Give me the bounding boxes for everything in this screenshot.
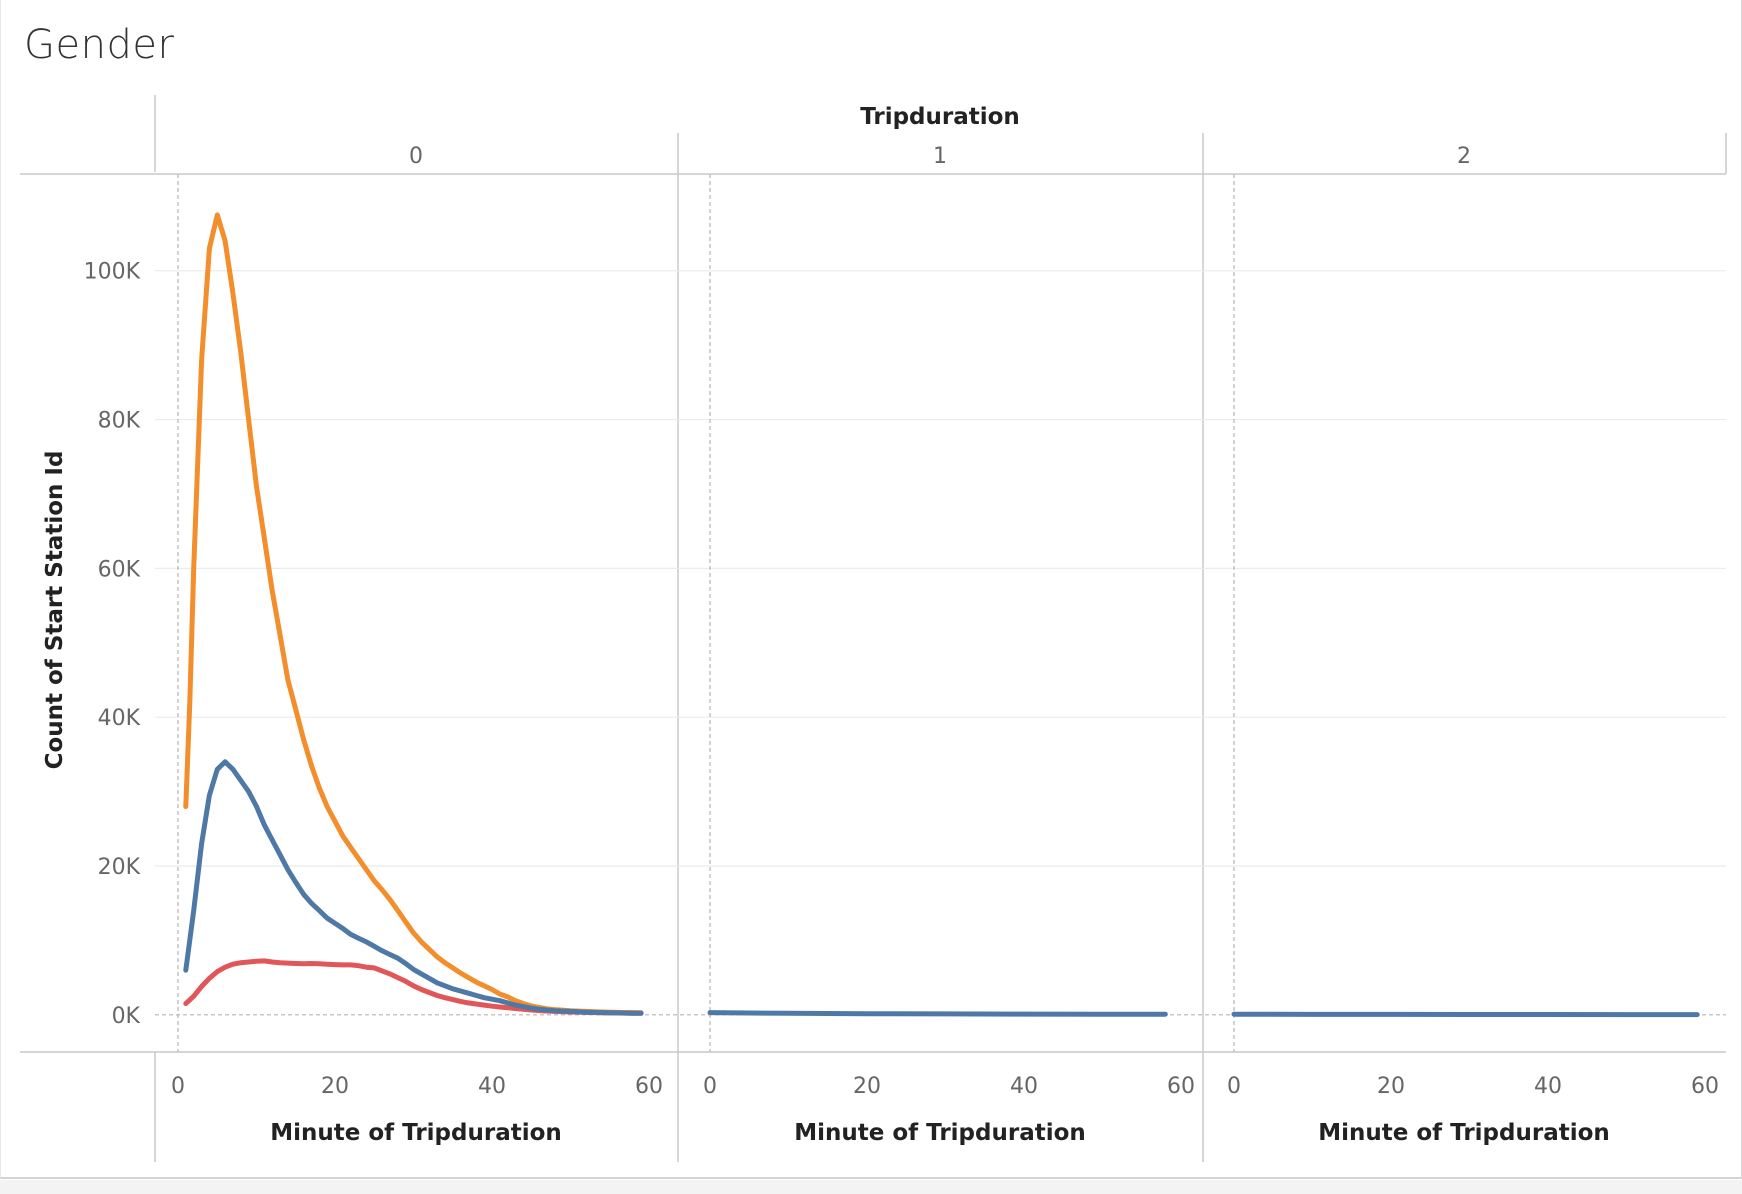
- series-layer: [183, 212, 1700, 1018]
- x-tick-label: 60: [635, 1074, 663, 1099]
- gridlines: [155, 270, 1726, 867]
- y-tick-labels: 0K 20K 40K 60K 80K 100K: [84, 260, 141, 1029]
- x-tick-label: 0: [171, 1074, 185, 1099]
- y-tick-label: 60K: [98, 557, 141, 582]
- x-tick-label: 60: [1691, 1074, 1719, 1099]
- series-line-1-panel-1: [707, 1010, 1168, 1017]
- y-tick-label: 80K: [98, 409, 141, 434]
- y-tick-label: 20K: [98, 855, 141, 880]
- x-tick-label: 20: [853, 1074, 881, 1099]
- y-tick-label: 0K: [112, 1004, 141, 1029]
- column-header: Tripduration: [860, 104, 1020, 130]
- x-axis-title-1: Minute of Tripduration: [794, 1120, 1086, 1146]
- footer-strip: [0, 1180, 1742, 1194]
- x-tick-label: 20: [321, 1074, 349, 1099]
- frame-lines: [20, 95, 1727, 1162]
- x-axis-title-0: Minute of Tripduration: [270, 1120, 562, 1146]
- x-tick-label: 40: [478, 1074, 506, 1099]
- panel-header-2: 2: [1457, 144, 1471, 169]
- panel-header-1: 1: [933, 144, 947, 169]
- series-line-1-panel-0: [183, 759, 644, 1016]
- y-axis-title: Count of Start Station Id: [42, 451, 68, 770]
- y-tick-label: 40K: [98, 706, 141, 731]
- x-tick-label: 60: [1167, 1074, 1195, 1099]
- y-tick-label: 100K: [84, 260, 141, 285]
- x-tick-label: 20: [1377, 1074, 1405, 1099]
- x-tick-label: 40: [1534, 1074, 1562, 1099]
- x-tick-labels: 0 20 40 60 0 20 40 60 0 20 40 60: [171, 1074, 1719, 1099]
- zero-lines: [155, 174, 1726, 1052]
- x-tick-label: 40: [1010, 1074, 1038, 1099]
- x-tick-label: 0: [703, 1074, 717, 1099]
- chart-title: Gender: [24, 22, 175, 68]
- x-axis-title-2: Minute of Tripduration: [1318, 1120, 1610, 1146]
- panel-header-0: 0: [409, 144, 423, 169]
- series-line-0-panel-0: [183, 212, 644, 1016]
- x-tick-label: 0: [1227, 1074, 1241, 1099]
